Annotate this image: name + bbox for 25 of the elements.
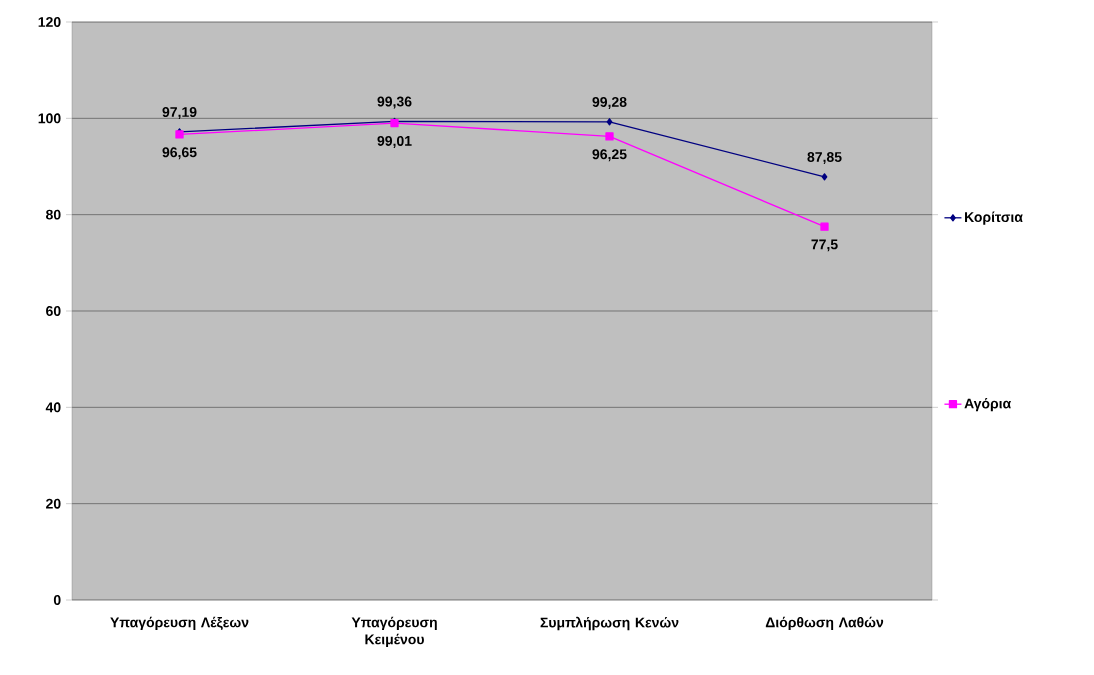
- data-label: 77,5: [811, 239, 838, 252]
- point: [821, 173, 828, 181]
- data-label: 96,65: [162, 147, 197, 160]
- x-tick-label: Συμπλήρωση Κενών: [540, 616, 679, 631]
- point: [820, 222, 829, 231]
- data-label: 99,01: [377, 135, 412, 148]
- data-label: 99,28: [592, 96, 627, 109]
- y-tick-label: 60: [46, 306, 61, 316]
- y-tick-label: 80: [46, 209, 61, 220]
- data-label: 87,85: [807, 152, 842, 164]
- y-tick-label: 0: [53, 595, 61, 605]
- y-tick-label: 100: [38, 113, 61, 124]
- y-tick-label: 40: [45, 402, 61, 413]
- legend-label: Αγόρια: [964, 397, 1012, 412]
- data-label: 96,25: [592, 149, 627, 162]
- x-tick-label: Διόρθωση Λαθών: [765, 616, 884, 631]
- data-label: 99,36: [377, 96, 412, 109]
- x-tick-label: Υπαγόρευση Κειμένου: [351, 616, 437, 648]
- x-tick-label: Υπαγόρευση Λέξεων: [110, 616, 249, 631]
- y-tick-label: 120: [38, 17, 61, 27]
- point: [605, 132, 614, 141]
- legend-label: Κορίτσια: [965, 211, 1023, 225]
- data-label: 97,19: [162, 107, 197, 119]
- point: [606, 118, 613, 126]
- y-tick-label: 20: [46, 498, 61, 509]
